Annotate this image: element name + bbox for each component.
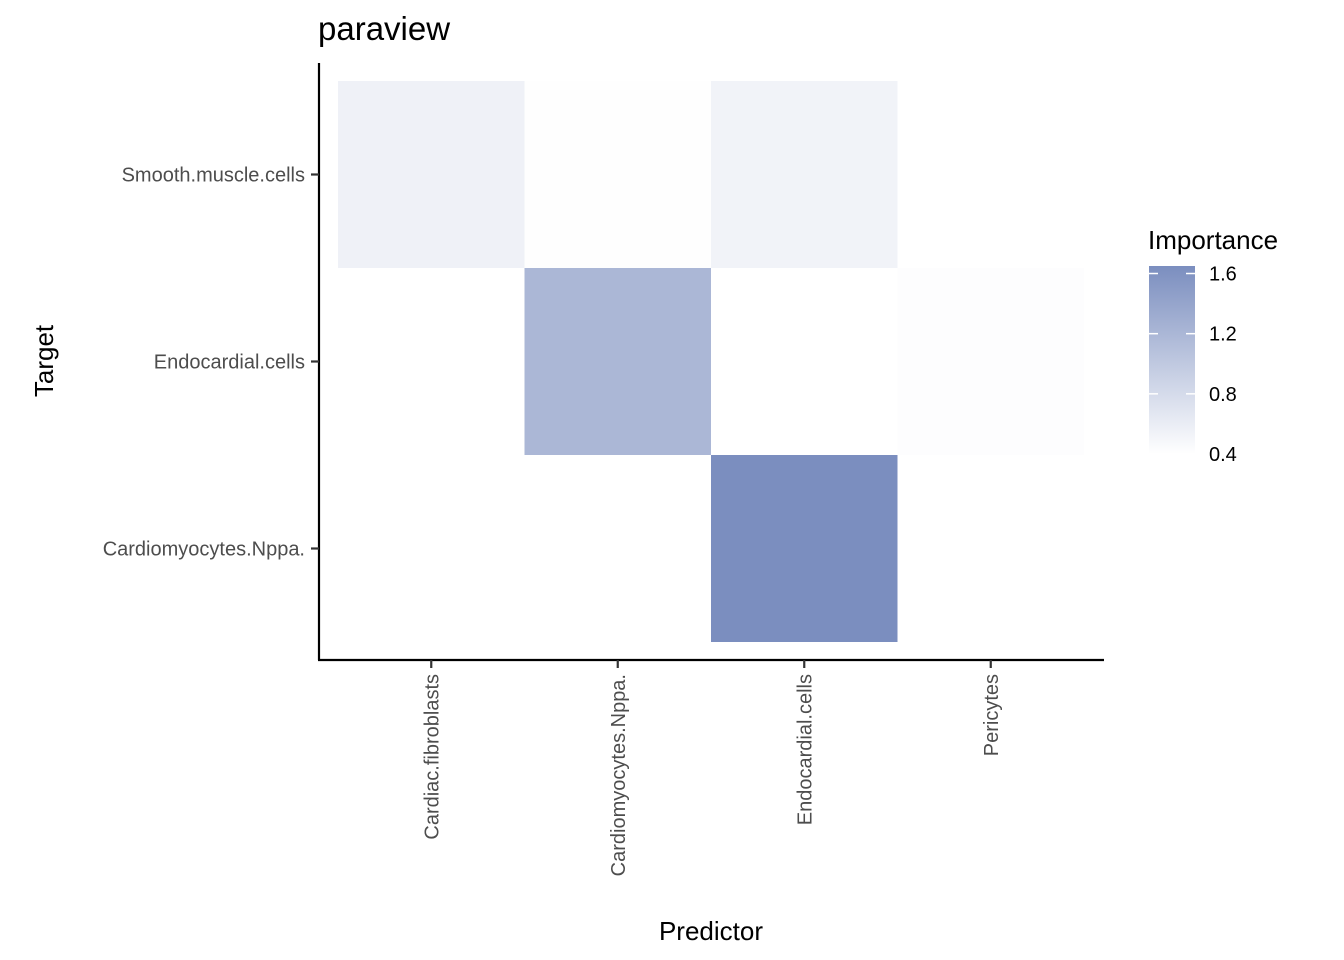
legend-label: 0.4 (1209, 444, 1237, 466)
legend-label: 1.2 (1209, 324, 1237, 346)
heatmap-cell-smooth-muscle-cells-endocardial-cells (711, 81, 898, 268)
chart-title: paraview (318, 10, 450, 47)
y-axis-title: Target (29, 324, 59, 397)
x-tick-label: Endocardial.cells (794, 674, 816, 825)
legend-colorbar (1149, 266, 1195, 454)
heatmap-cell-endocardial-cells-pericytes (897, 268, 1084, 455)
legend-title: Importance (1148, 225, 1278, 255)
legend: Importance 0.4 0.8 1.2 1.6 (1148, 225, 1278, 466)
y-axis-ticks: Cardiomyocytes.Nppa. Endocardial.cells Smo… (103, 165, 319, 561)
y-tick-label: Endocardial.cells (154, 352, 305, 374)
legend-label: 0.8 (1209, 384, 1237, 406)
x-tick-label: Cardiomyocytes.Nppa. (608, 674, 630, 876)
legend-ticks: 0.4 0.8 1.2 1.6 (1149, 264, 1237, 466)
heatmap-cell-cardiomyocytes-nppa-endocardial-cells (711, 455, 898, 642)
legend-label: 1.6 (1209, 264, 1237, 286)
y-tick-label: Cardiomyocytes.Nppa. (103, 539, 305, 561)
y-tick-label: Smooth.muscle.cells (122, 165, 305, 187)
x-tick-label: Pericytes (981, 674, 1003, 756)
heatmap-cell-smooth-muscle-cells-cardiomyocytes-nppa (524, 81, 711, 268)
heatmap-cell-endocardial-cells-cardiomyocytes-nppa (524, 268, 711, 455)
heatmap-cell-smooth-muscle-cells-cardiac-fibroblasts (338, 81, 525, 268)
heatmap-cells (338, 81, 1084, 642)
x-axis-ticks: Cardiac.fibroblasts Cardiomyocytes.Nppa. E… (421, 660, 1003, 876)
x-tick-label: Cardiac.fibroblasts (421, 674, 443, 840)
x-axis-title: Predictor (659, 916, 763, 946)
